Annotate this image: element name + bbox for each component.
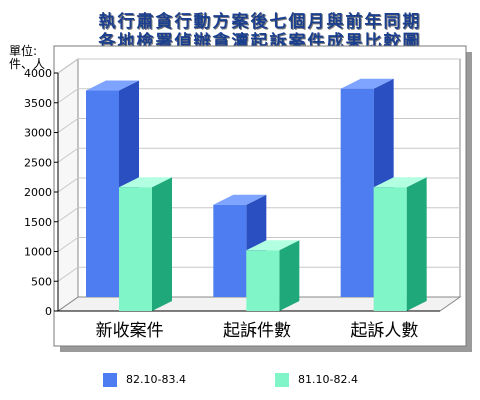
y-tick-label: 1000 [24,246,52,259]
legend-label-series-2: 81.10-82.4 [298,373,358,386]
y-tick-label: 4000 [24,67,52,80]
y-tick-label: 1500 [24,216,52,229]
bar-1-0 [213,204,247,297]
bar-top-1-0 [213,194,267,205]
gridline [57,147,460,163]
y-tick-label: 2500 [24,156,52,169]
gridline [57,118,460,133]
y-tick-label: 0 [45,305,52,318]
bar-top-0-0 [86,80,139,91]
gridline [57,58,460,74]
y-tick-label: 3500 [24,97,52,110]
gridline [57,266,460,282]
gridline [57,207,460,223]
bar-0-0 [86,90,119,297]
y-tick-label: 3000 [24,127,52,140]
bar-2-1 [373,187,407,311]
x-category-label: 起訴人數 [350,321,418,341]
bar-side-1-1 [279,240,300,311]
chart-title-line-1: 執行肅貪行動方案後七個月與前年同期 [98,12,422,32]
y-tick-label: 500 [31,275,52,288]
y-tick-label: 2000 [24,186,52,199]
unit-label-line-2: 件、人 [9,57,46,71]
bar-side-2-1 [406,177,427,311]
bar-top-0-1 [119,177,172,188]
legend-swatch-series-1 [103,373,117,387]
bar-1-1 [246,250,280,311]
bar-top-2-1 [373,177,427,188]
bar-top-2-0 [340,78,394,89]
legend-label-series-1: 82.10-83.4 [126,373,186,386]
unit-label-line-1: 單位: [9,44,38,58]
bar-side-0-1 [152,177,172,311]
gridline [57,177,460,193]
bar-2-0 [340,88,374,297]
x-category-label: 新收案件 [96,321,164,341]
bar-top-1-1 [246,240,300,251]
legend-swatch-series-2 [275,373,289,387]
bar-0-1 [119,187,152,311]
gridline [57,88,460,104]
gridline [57,237,460,252]
x-category-label: 起訴件數 [223,321,291,341]
